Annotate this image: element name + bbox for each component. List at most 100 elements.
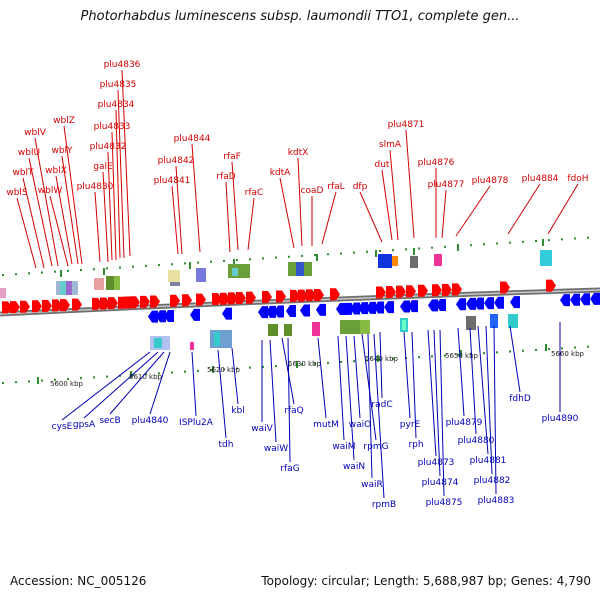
forward-gene-arrow: [20, 300, 30, 313]
scale-dot: [314, 362, 316, 365]
gene-connector: [28, 157, 53, 267]
scale-dot: [132, 265, 134, 268]
feature-block: [196, 268, 206, 282]
gene-label: wblV: [24, 128, 47, 138]
scale-dot: [223, 368, 225, 371]
scale-dot: [184, 262, 186, 265]
top-gene-rfad: rfaD: [216, 172, 236, 253]
gene-label: plu4832: [90, 142, 127, 152]
scale-dot: [353, 251, 355, 254]
gene-label: dut: [375, 160, 390, 170]
forward-gene-arrow: [306, 289, 316, 302]
gene-connector: [297, 157, 303, 247]
forward-gene-arrow: [314, 288, 324, 301]
bottom-scale-tick: [545, 344, 547, 351]
gene-connector: [191, 351, 197, 417]
scale-dot: [314, 254, 316, 257]
gene-label: cysE: [52, 422, 73, 432]
forward-gene-arrow: [442, 283, 452, 296]
scale-dot: [171, 371, 173, 374]
scale-label-5600-kbp: 5600 kbp: [50, 380, 84, 388]
scale-dot: [340, 252, 342, 255]
scale-dot: [184, 370, 186, 373]
scale-dot: [366, 250, 368, 253]
feature-block: [60, 281, 66, 295]
gene-label: plu4883: [478, 496, 515, 506]
scale-dot: [379, 358, 381, 361]
scale-label-5620-kbp: 5620 kbp: [207, 366, 241, 374]
scale-dot: [249, 258, 251, 261]
feature-block: [66, 281, 72, 295]
scale-dot: [509, 241, 511, 244]
forward-gene-arrow: [130, 296, 140, 309]
scale-dot: [509, 350, 511, 353]
gene-connector: [231, 347, 239, 405]
top-gene-dut: dut: [375, 160, 393, 241]
gene-label: plu4877: [428, 180, 465, 190]
feature-block: [0, 288, 6, 298]
scale-dot: [249, 366, 251, 369]
gene-connector: [455, 185, 491, 237]
gene-label: fdoH: [567, 174, 588, 184]
scale-dot: [522, 349, 524, 352]
bottom-scale-tick: [377, 355, 379, 362]
scale-dot: [262, 257, 264, 260]
feature-block: [214, 332, 220, 346]
gene-label: wblU: [18, 148, 40, 158]
reverse-gene-arrow: [408, 300, 418, 313]
feature-block: [168, 270, 180, 282]
scale-dot: [535, 240, 537, 243]
gene-label: waiO: [349, 420, 371, 430]
top-gene-coad: coaD: [301, 186, 324, 246]
reverse-gene-arrow: [274, 305, 284, 318]
gene-connector: [485, 325, 493, 475]
scale-label-5660-kbp: 5660 kbp: [551, 350, 585, 358]
gene-connector: [373, 333, 385, 499]
gene-label: plu4840: [132, 416, 169, 426]
gene-label: tdh: [219, 440, 234, 450]
feature-block: [508, 314, 518, 328]
gene-connector: [379, 331, 383, 399]
gene-label: plu4871: [388, 120, 425, 130]
forward-gene-arrow: [72, 298, 82, 311]
scale-dot: [327, 361, 329, 364]
gene-label: wblW: [38, 186, 63, 196]
scale-dot: [366, 359, 368, 362]
scale-dot: [301, 363, 303, 366]
feature-block: [312, 322, 320, 336]
gene-label: rfaL: [327, 182, 344, 192]
gene-label: plu4876: [418, 158, 455, 168]
forward-gene-arrow: [546, 279, 556, 292]
scale-dot: [548, 348, 550, 351]
scale-dot: [587, 345, 589, 348]
top-gene-plu4830: plu4830: [77, 182, 114, 263]
forward-gene-arrow: [386, 286, 396, 299]
scale-dot: [522, 240, 524, 243]
reverse-gene-arrow: [456, 298, 466, 311]
bottom-gene-tdh: tdh: [217, 349, 234, 450]
scale-dot: [119, 266, 121, 269]
reverse-gene-arrow: [164, 309, 174, 322]
reverse-gene-arrow: [384, 301, 394, 314]
forward-gene-arrow: [52, 299, 62, 312]
top-scale-tick: [375, 250, 377, 257]
reverse-gene-arrow: [570, 293, 580, 306]
forward-gene-arrow: [500, 281, 510, 294]
bottom-scale-tick: [460, 350, 462, 357]
gene-connector: [353, 335, 361, 419]
scale-dot: [496, 351, 498, 354]
scale-dot: [236, 259, 238, 262]
forward-gene-arrow: [60, 299, 70, 312]
feature-block: [296, 262, 304, 276]
scale-dot: [353, 360, 355, 363]
top-gene-plu4832: plu4832: [90, 142, 127, 261]
reverse-gene-arrow: [374, 301, 384, 314]
scale-dot: [67, 269, 69, 272]
bottom-gene-waio: waiO: [349, 335, 371, 430]
reverse-gene-arrow: [580, 293, 590, 306]
gene-connector: [389, 149, 399, 241]
gene-connector: [121, 69, 131, 257]
gene-label: galE: [93, 162, 113, 172]
top-gene-wblx: wblX: [45, 166, 73, 265]
gene-connector: [405, 129, 415, 239]
